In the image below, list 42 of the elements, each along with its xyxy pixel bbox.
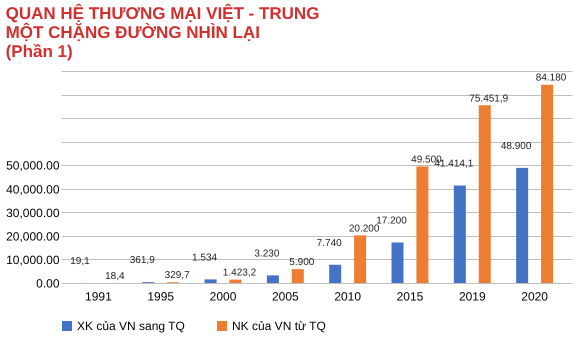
data-label: 18,4 — [105, 270, 126, 282]
y-tick-label: 40,000.00 — [6, 182, 60, 196]
y-tick-label: 0.00 — [36, 276, 60, 290]
x-tick-label: 1991 — [85, 290, 112, 304]
chart-title: QUAN HỆ THƯƠNG MẠI VIỆT - TRUNG MỘT CHẶNG ĐƯỜNG NHÌN LẠI (Phần 1) — [6, 3, 320, 61]
bar — [454, 185, 466, 283]
x-tick-label: 2020 — [521, 290, 548, 304]
bar — [204, 279, 217, 283]
legend-label: NK của VN từ TQ — [232, 319, 326, 333]
bar — [266, 275, 279, 283]
data-label: 84.180 — [536, 72, 567, 84]
data-label: 1.423,2 — [222, 268, 257, 279]
bar — [478, 105, 491, 283]
data-label: 19,1 — [70, 256, 90, 267]
x-tick-label: 2005 — [272, 290, 300, 304]
bar — [416, 166, 428, 283]
x-tick-label: 2019 — [458, 290, 486, 304]
x-tick-label: 2015 — [396, 290, 424, 304]
data-label: 20.200 — [348, 223, 380, 234]
data-label: 5.900 — [289, 257, 315, 268]
y-tick-label: 10,000.00 — [6, 252, 60, 267]
x-tick-label: 2010 — [334, 290, 362, 304]
bar — [392, 242, 404, 283]
data-label: 75.451,9 — [469, 93, 509, 104]
bar — [516, 168, 528, 283]
bar — [292, 269, 304, 283]
data-label: 329,7 — [164, 270, 190, 282]
y-tick-label: 50,000.00 — [6, 158, 60, 173]
bar — [229, 280, 242, 283]
y-tick-label: 20,000.00 — [6, 229, 60, 244]
legend-label: XK của VN sang TQ — [77, 319, 185, 333]
data-label: 48.900 — [500, 140, 532, 152]
x-tick-label: 2000 — [210, 290, 237, 304]
y-tick-label: 30,000.00 — [6, 206, 60, 220]
bar — [354, 235, 366, 283]
bar — [541, 84, 554, 283]
data-label: 7.740 — [316, 238, 342, 249]
bar — [329, 264, 342, 283]
x-tick-label: 1995 — [147, 290, 174, 304]
data-label: 3.230 — [254, 248, 280, 260]
data-label: 361,9 — [130, 255, 156, 266]
data-label: 1.534 — [192, 252, 218, 264]
